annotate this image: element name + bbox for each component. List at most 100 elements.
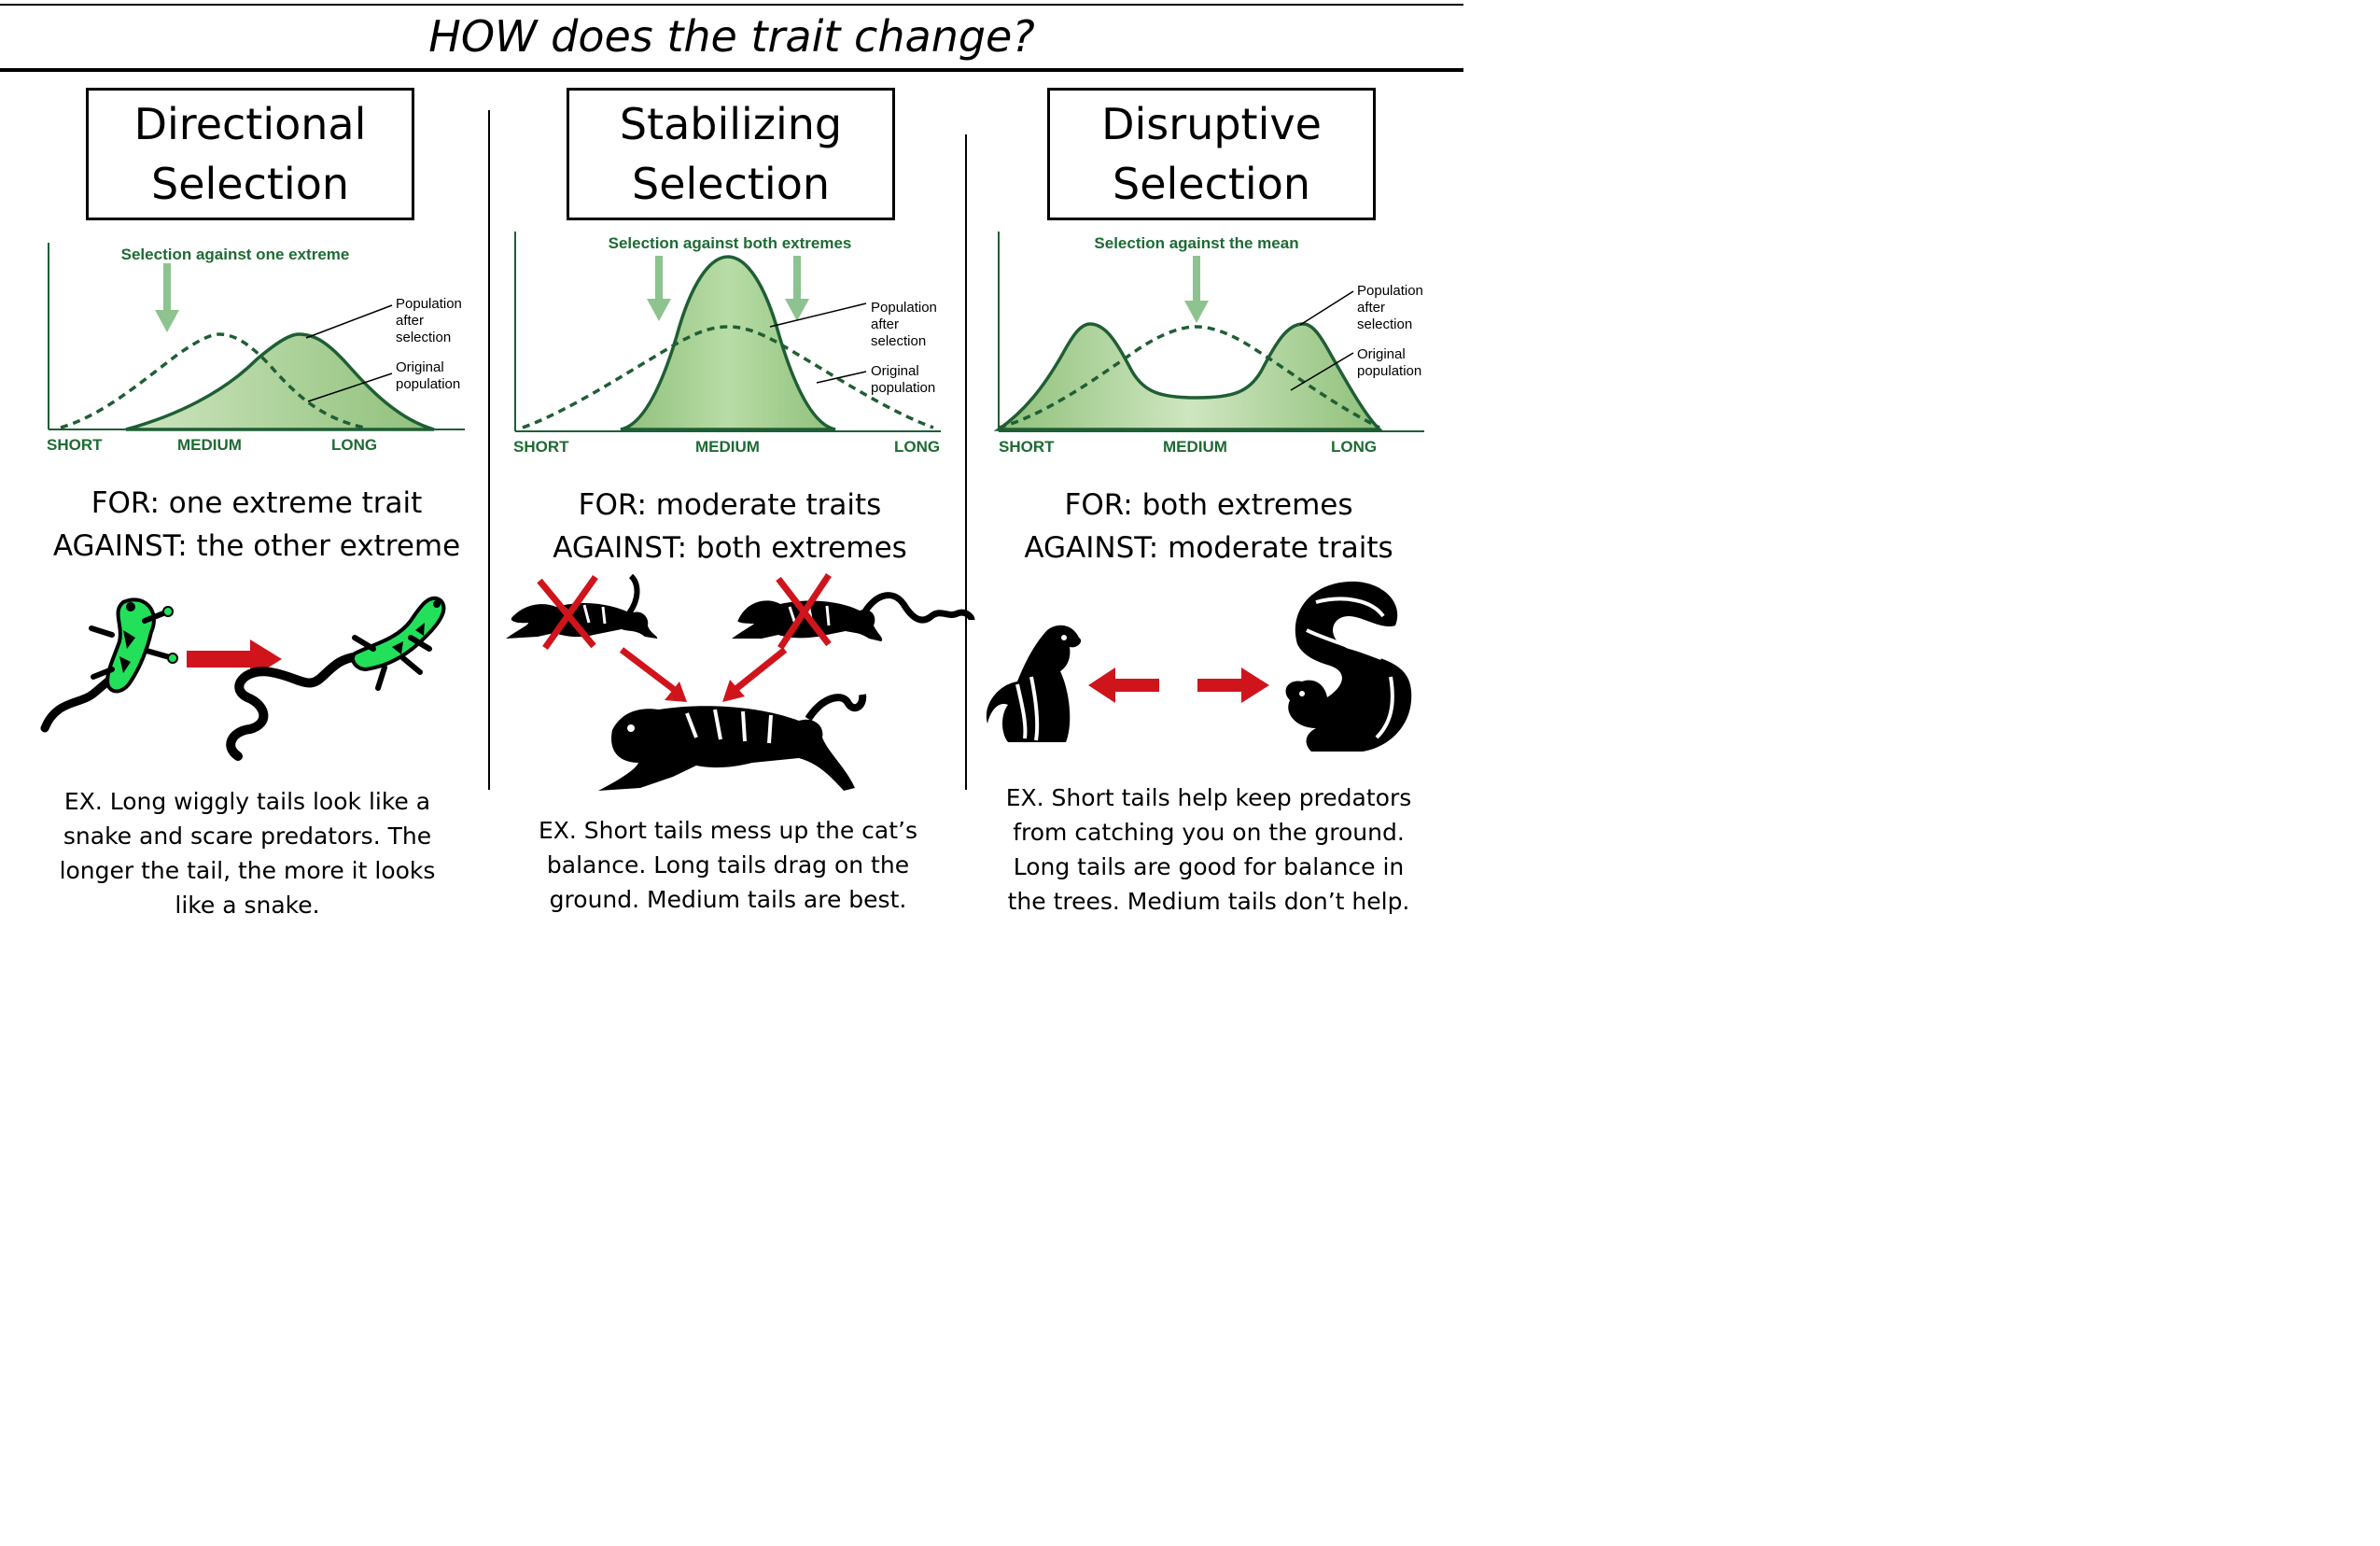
selection-arrow bbox=[1184, 256, 1209, 323]
for-text: FOR: one extreme trait bbox=[91, 486, 423, 520]
after-label: after bbox=[871, 316, 899, 332]
heading-line: Selection bbox=[1113, 159, 1310, 209]
example-line: the trees. Medium tails don’t help. bbox=[1007, 888, 1410, 915]
disruptive-for-against: FOR: both extremes AGAINST: moderate tra… bbox=[980, 484, 1437, 569]
after-selection-curve bbox=[993, 322, 1384, 431]
axis-label-long: LONG bbox=[894, 438, 940, 456]
disruptive-illustration bbox=[980, 574, 1428, 770]
axis-label-long: LONG bbox=[331, 436, 377, 454]
long-tail-cat-crossed-icon bbox=[732, 573, 975, 650]
original-population-curve bbox=[998, 325, 1380, 429]
svg-text:SHORT MEDIUM LONG: SHORT MEDIUM LONG bbox=[513, 438, 940, 456]
axis-label-long: LONG bbox=[1331, 438, 1377, 456]
left-arrow-icon bbox=[1088, 668, 1159, 703]
against-text: AGAINST: moderate traits bbox=[1024, 531, 1393, 565]
against-text: AGAINST: the other extreme bbox=[52, 529, 461, 563]
example-line: EX. Short tails mess up the cat’s bbox=[538, 817, 918, 844]
right-arrow-icon bbox=[1197, 668, 1269, 703]
after-label: after bbox=[396, 313, 424, 329]
arrow-to-medium-cat-left bbox=[619, 647, 687, 702]
after-label: Population bbox=[1357, 283, 1423, 299]
top-rule bbox=[0, 4, 1463, 6]
after-label-leader bbox=[1299, 290, 1354, 326]
chipmunk-icon bbox=[986, 625, 1082, 742]
original-population-curve bbox=[522, 325, 934, 429]
selection-arrow-right bbox=[785, 256, 809, 321]
svg-text:Population after s: Population after selection Original popu… bbox=[871, 300, 941, 396]
stabilizing-example: EX. Short tails mess up the cat’s balanc… bbox=[518, 813, 938, 917]
for-text: FOR: moderate traits bbox=[578, 488, 882, 522]
selection-arrow-left bbox=[647, 256, 671, 321]
after-label-leader bbox=[305, 304, 393, 339]
medium-tail-cat-icon bbox=[598, 694, 867, 791]
original-label: Original bbox=[1357, 346, 1406, 362]
directional-graph: Selection against one extreme Population… bbox=[37, 233, 485, 462]
graph-caption: Selection against one extreme bbox=[121, 246, 350, 263]
axis-label-short: SHORT bbox=[47, 436, 103, 454]
arrow-to-medium-cat-right bbox=[722, 647, 788, 702]
heading-line: Disruptive bbox=[1101, 99, 1322, 149]
stabilizing-for-against: FOR: moderate traits AGAINST: both extre… bbox=[501, 484, 959, 569]
original-label-leader bbox=[307, 372, 393, 402]
example-line: longer the tail, the more it looks bbox=[59, 857, 436, 884]
squirrel-icon bbox=[1285, 581, 1412, 752]
heading-line: Stabilizing bbox=[619, 99, 843, 149]
example-line: ground. Medium tails are best. bbox=[549, 886, 907, 913]
after-label: Population bbox=[396, 296, 462, 312]
heading-line: Selection bbox=[151, 159, 349, 209]
example-line: balance. Long tails drag on the bbox=[546, 851, 910, 878]
original-label-leader bbox=[816, 371, 867, 384]
original-label-leader bbox=[1290, 352, 1354, 391]
heading-line: Directional bbox=[133, 99, 367, 149]
original-label: population bbox=[396, 376, 460, 392]
example-line: snake and scare predators. The bbox=[63, 822, 432, 850]
short-tail-cat-crossed-icon bbox=[506, 573, 658, 651]
directional-heading-box: Directional Selection bbox=[86, 88, 414, 220]
axis-label-short: SHORT bbox=[513, 438, 569, 456]
disruptive-example: EX. Short tails help keep predators from… bbox=[989, 780, 1428, 919]
after-label: selection bbox=[396, 330, 451, 345]
example-line: EX. Short tails help keep predators bbox=[1005, 784, 1412, 811]
axis-label-medium: MEDIUM bbox=[695, 438, 760, 456]
directional-illustration bbox=[37, 583, 476, 770]
original-population-curve bbox=[60, 332, 365, 429]
axis-label-medium: MEDIUM bbox=[177, 436, 242, 454]
lizard-short-tail-icon bbox=[40, 597, 178, 733]
after-label: selection bbox=[871, 333, 926, 349]
against-text: AGAINST: both extremes bbox=[553, 531, 907, 565]
original-label: population bbox=[1357, 363, 1421, 379]
original-label: Original bbox=[871, 363, 919, 379]
heading-line: Selection bbox=[632, 159, 830, 209]
example-line: EX. Long wiggly tails look like a bbox=[63, 788, 431, 815]
page-title: HOW does the trait change? bbox=[428, 11, 1035, 62]
svg-text:Population after s: Population after selection Original popu… bbox=[396, 296, 466, 392]
example-line: Long tails are good for balance in bbox=[1013, 853, 1405, 880]
graph-caption: Selection against both extremes bbox=[609, 234, 852, 252]
svg-text:SHORT MEDIUM LONG: SHORT MEDIUM LONG bbox=[999, 438, 1377, 456]
selection-arrow bbox=[155, 263, 179, 332]
after-selection-curve bbox=[620, 255, 836, 431]
graph-caption: Selection against the mean bbox=[1094, 234, 1298, 252]
original-label: population bbox=[871, 380, 935, 396]
axis-label-short: SHORT bbox=[999, 438, 1055, 456]
svg-text:SHORT MEDIUM LONG: SHORT MEDIUM LONG bbox=[47, 436, 377, 454]
lizard-long-tail-icon bbox=[226, 596, 446, 761]
svg-text:Population after s: Population after selection Original popu… bbox=[1357, 283, 1427, 379]
column-divider-1 bbox=[488, 110, 490, 790]
directional-for-against: FOR: one extreme trait AGAINST: the othe… bbox=[28, 482, 485, 568]
disruptive-graph: Selection against the mean Population af… bbox=[987, 224, 1435, 462]
stabilizing-heading-box: Stabilizing Selection bbox=[567, 88, 895, 220]
disruptive-heading-box: Disruptive Selection bbox=[1047, 88, 1376, 220]
title-underline bbox=[0, 68, 1463, 72]
example-line: like a snake. bbox=[175, 892, 320, 919]
for-text: FOR: both extremes bbox=[1064, 488, 1353, 522]
stabilizing-illustration bbox=[500, 571, 975, 805]
column-divider-2 bbox=[965, 134, 967, 790]
example-line: from catching you on the ground. bbox=[1013, 819, 1405, 846]
axis-label-medium: MEDIUM bbox=[1163, 438, 1227, 456]
after-label: selection bbox=[1357, 316, 1412, 332]
after-selection-curve bbox=[125, 332, 435, 431]
after-label: after bbox=[1357, 300, 1385, 316]
original-label: Original bbox=[396, 359, 444, 375]
directional-example: EX. Long wiggly tails look like a snake … bbox=[37, 784, 457, 922]
